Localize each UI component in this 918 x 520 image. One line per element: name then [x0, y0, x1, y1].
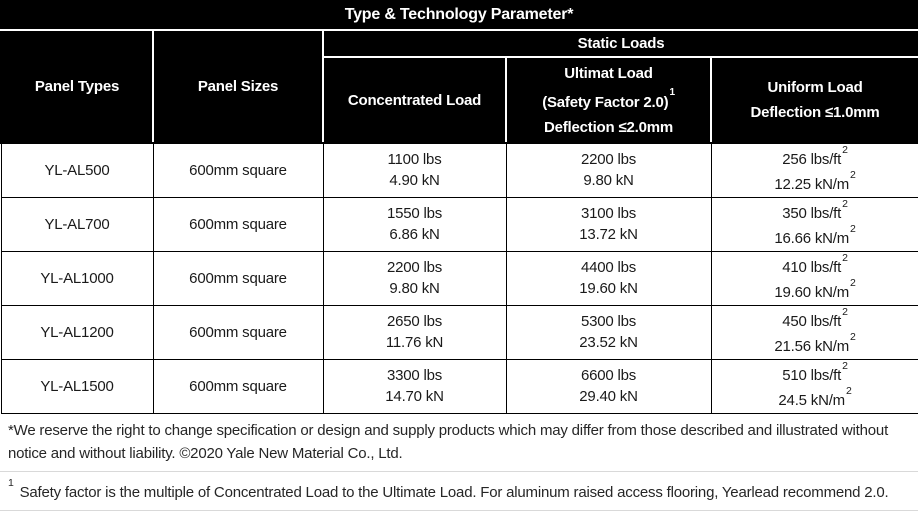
uniform-load-cell: 450 lbs/ft2 21.56 kN/m2 [710, 304, 918, 360]
load-lbs-sqft: 350 lbs/ft2 [782, 198, 848, 222]
load-kn: 13.72 kN [579, 226, 638, 243]
panel-size-cell: 600mm square [152, 304, 324, 360]
safety-factor-note: 1 Safety factor is the multiple of Conce… [0, 472, 918, 511]
superscript-2: 2 [842, 306, 848, 318]
superscript-2: 2 [842, 360, 848, 372]
concentrated-load-cell: 1550 lbs 6.86 kN [322, 196, 507, 252]
column-header-panel-types: Panel Types [0, 31, 154, 144]
superscript-2: 2 [850, 277, 856, 289]
load-kn: 23.52 kN [579, 334, 638, 351]
superscript-2: 2 [845, 385, 852, 397]
load-kn: 14.70 kN [385, 388, 444, 405]
ultimate-load-cell: 4400 lbs 19.60 kN [505, 250, 712, 306]
load-kn: 11.76 kN [385, 334, 444, 351]
header-group-row: Panel Types Panel Sizes Static Loads [0, 31, 918, 144]
load-lbs: 3100 lbs [580, 205, 637, 222]
concentrated-load-cell: 1100 lbs 4.90 kN [322, 142, 507, 198]
load-lbs: 4400 lbs [580, 259, 637, 276]
load-lbs: 5300 lbs [580, 313, 637, 330]
ultimate-load-cell: 2200 lbs 9.80 kN [505, 142, 712, 198]
header-sub-row: Concentrated Load Ultimat Load (Safety F… [1, 56, 918, 144]
load-kn: 9.80 kN [583, 172, 634, 190]
load-kn-sqm: 19.60 kN/m2 [774, 277, 856, 301]
panel-size-cell: 600mm square [152, 358, 324, 414]
uniform-load-cell: 510 lbs/ft2 24.5 kN/m2 [710, 358, 918, 414]
ultimate-load-line3: Deflection ≤2.0mm [543, 118, 674, 136]
concentrated-load-cell: 2200 lbs 9.80 kN [322, 250, 507, 306]
page-title: Type & Technology Parameter* [0, 0, 918, 31]
panel-type-cell: YL-AL1500 [0, 358, 154, 414]
concentrated-load-cell: 2650 lbs 11.76 kN [322, 304, 507, 360]
column-header-concentrated-load: Concentrated Load [322, 56, 507, 144]
footnotes: *We reserve the right to change specific… [0, 414, 918, 511]
safety-factor-note-text: Safety factor is the multiple of Concent… [15, 483, 889, 501]
uniform-load-cell: 256 lbs/ft2 12.25 kN/m2 [710, 142, 918, 198]
panel-size-cell: 600mm square [152, 250, 324, 306]
footnote-marker-1: 1 [8, 476, 14, 489]
ultimate-load-cell: 5300 lbs 23.52 kN [505, 304, 712, 360]
load-lbs: 1100 lbs [387, 151, 442, 169]
superscript-2: 2 [850, 169, 856, 182]
load-kn: 19.60 kN [579, 280, 638, 297]
table-row: YL-AL1000 600mm square 2200 lbs 9.80 kN … [0, 250, 918, 306]
load-lbs-sqft: 510 lbs/ft2 [782, 360, 848, 384]
table-body: YL-AL500 600mm square 1100 lbs 4.90 kN 2… [0, 142, 918, 414]
superscript-2: 2 [842, 144, 848, 157]
column-header-ultimate-load: Ultimat Load (Safety Factor 2.0)1 Deflec… [505, 56, 712, 144]
table-row: YL-AL1200 600mm square 2650 lbs 11.76 kN… [0, 304, 918, 360]
footnote-ref-1: 1 [669, 86, 675, 98]
panel-type-cell: YL-AL1000 [0, 250, 154, 306]
load-kn: 29.40 kN [579, 388, 638, 405]
load-lbs-sqft: 256 lbs/ft2 [782, 144, 848, 169]
concentrated-load-cell: 3300 lbs 14.70 kN [322, 358, 507, 414]
panel-type-cell: YL-AL700 [0, 196, 154, 252]
load-lbs-sqft: 450 lbs/ft2 [782, 306, 848, 330]
ultimate-load-line1: Ultimat Load [564, 64, 653, 82]
load-kn-sqm: 12.25 kN/m2 [774, 169, 856, 194]
load-lbs: 2200 lbs [580, 151, 637, 169]
load-kn: 6.86 kN [389, 226, 440, 243]
uniform-load-line1: Uniform Load [767, 79, 863, 96]
load-lbs: 1550 lbs [386, 205, 443, 222]
load-kn-sqm: 16.66 kN/m2 [774, 223, 856, 247]
load-kn-sqm: 21.56 kN/m2 [774, 331, 856, 355]
table-row: YL-AL1500 600mm square 3300 lbs 14.70 kN… [0, 358, 918, 414]
uniform-load-cell: 350 lbs/ft2 16.66 kN/m2 [710, 196, 918, 252]
uniform-load-line2: Deflection ≤1.0mm [750, 104, 880, 121]
panel-type-cell: YL-AL1200 [0, 304, 154, 360]
table-header: Panel Types Panel Sizes Static Loads Con… [0, 31, 918, 144]
load-kn-sqm: 24.5 kN/m2 [778, 385, 852, 409]
panel-size-cell: 600mm square [152, 142, 324, 198]
table-row: YL-AL500 600mm square 1100 lbs 4.90 kN 2… [0, 142, 918, 198]
column-header-panel-sizes: Panel Sizes [152, 31, 324, 144]
load-lbs: 3300 lbs [386, 367, 443, 384]
superscript-2: 2 [850, 331, 856, 343]
disclaimer-note: *We reserve the right to change specific… [0, 414, 918, 472]
uniform-load-cell: 410 lbs/ft2 19.60 kN/m2 [710, 250, 918, 306]
panel-size-cell: 600mm square [152, 196, 324, 252]
table-row: YL-AL700 600mm square 1550 lbs 6.86 kN 3… [0, 196, 918, 252]
spec-table: Panel Types Panel Sizes Static Loads Con… [0, 31, 918, 414]
load-lbs-sqft: 410 lbs/ft2 [782, 252, 848, 276]
superscript-2: 2 [842, 198, 848, 210]
load-lbs: 6600 lbs [580, 367, 637, 384]
superscript-2: 2 [850, 223, 856, 235]
ultimate-load-line2: (Safety Factor 2.0) [542, 93, 669, 111]
ultimate-load-cell: 3100 lbs 13.72 kN [505, 196, 712, 252]
column-group-static-loads: Static Loads [321, 31, 918, 58]
superscript-2: 2 [842, 252, 848, 264]
panel-type-cell: YL-AL500 [0, 142, 154, 198]
load-lbs: 2200 lbs [386, 259, 443, 276]
load-kn: 4.90 kN [389, 172, 440, 190]
ultimate-load-cell: 6600 lbs 29.40 kN [505, 358, 712, 414]
load-lbs: 2650 lbs [386, 313, 443, 330]
column-header-uniform-load: Uniform Load Deflection ≤1.0mm [709, 56, 918, 144]
load-kn: 9.80 kN [389, 280, 440, 297]
